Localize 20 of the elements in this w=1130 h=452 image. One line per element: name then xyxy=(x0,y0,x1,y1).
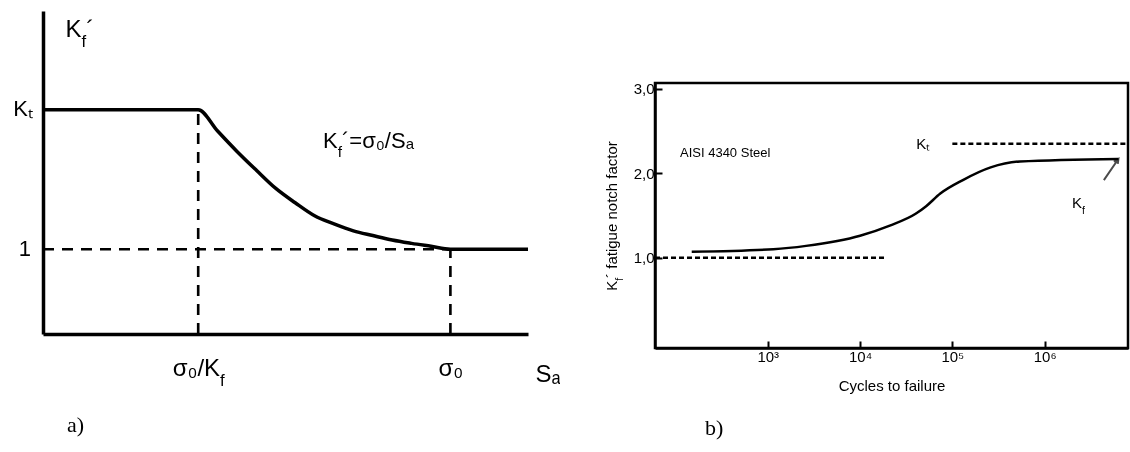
y-tick-label: 2,0 xyxy=(633,164,655,182)
y-tick-label: 1,0 xyxy=(633,249,655,267)
x-tick-label: 10⁴ xyxy=(848,347,873,365)
x-tick-label: 10⁵ xyxy=(941,347,965,365)
series-label: Kₜ xyxy=(916,134,931,152)
x-tick-label: 10³ xyxy=(757,347,780,365)
y-tick-label: 3,0 xyxy=(633,80,655,98)
text: 1 xyxy=(18,236,31,261)
text: K$_{f}$ xyxy=(1071,193,1085,216)
x-tick-label: 10⁶ xyxy=(1033,347,1057,365)
x-tick-label: σ₀/K$_{f}$ xyxy=(172,353,226,389)
x-tick-label: σ₀ xyxy=(438,353,464,381)
y-axis-title: K$_{f}$´ xyxy=(65,14,95,50)
x-axis-title: Cycles to failure xyxy=(838,376,946,394)
text: b) xyxy=(705,415,724,440)
x-axis-title: Sₐ xyxy=(535,359,562,387)
annotation: AISI 4340 Steel xyxy=(680,145,771,160)
annotation: K$_{f}$´=σ₀/Sₐ xyxy=(323,128,415,160)
text: Kₜ xyxy=(13,96,33,121)
text: a) xyxy=(67,412,85,437)
